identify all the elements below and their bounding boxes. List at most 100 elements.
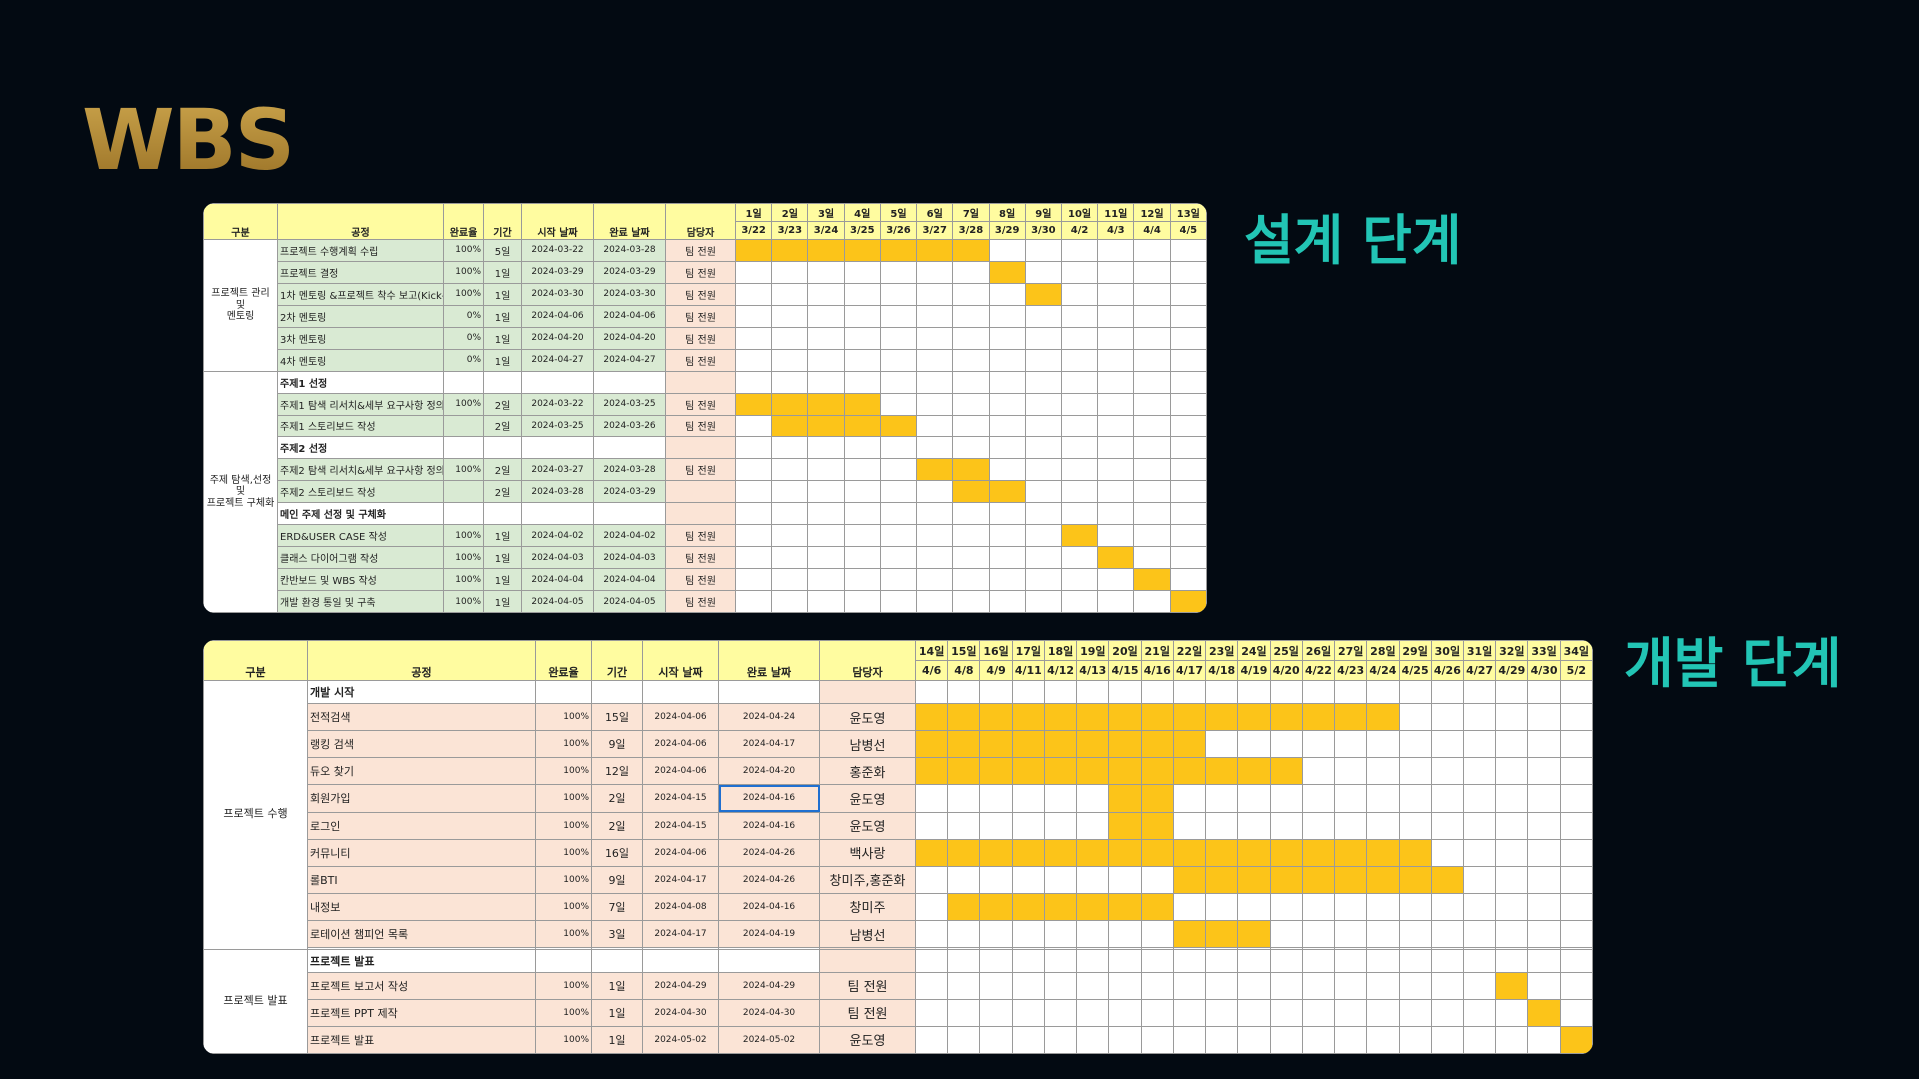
task-cell[interactable]: 로그인 (307, 811, 536, 840)
gantt-bar-cell[interactable] (1043, 838, 1078, 867)
gantt-cell[interactable] (1334, 784, 1368, 813)
gantt-cell[interactable] (1237, 998, 1271, 1027)
gantt-cell[interactable] (1133, 326, 1171, 350)
day-header[interactable]: 5일 (879, 203, 918, 222)
category-cell[interactable]: 프로젝트 발표 (203, 948, 308, 1054)
gantt-cell[interactable] (952, 260, 990, 284)
owner-cell[interactable]: 남병선 (819, 920, 916, 949)
gantt-cell[interactable] (952, 392, 990, 416)
gantt-bar-cell[interactable] (952, 239, 990, 262)
gantt-cell[interactable] (914, 892, 949, 922)
gantt-bar-cell[interactable] (1269, 703, 1303, 732)
owner-cell[interactable] (819, 679, 916, 705)
gantt-bar-cell[interactable] (1237, 920, 1271, 949)
gantt-bar-cell[interactable] (771, 239, 809, 262)
gantt-bar-cell[interactable] (1366, 838, 1400, 867)
gantt-bar-cell[interactable] (1011, 892, 1045, 922)
gantt-cell[interactable] (952, 546, 990, 570)
gantt-bar-cell[interactable] (1269, 757, 1303, 786)
gantt-cell[interactable] (1011, 679, 1045, 705)
gantt-cell[interactable] (1024, 260, 1062, 284)
gantt-cell[interactable] (879, 348, 918, 372)
gantt-cell[interactable] (916, 326, 954, 350)
gantt-bar-cell[interactable] (1076, 730, 1110, 759)
gantt-cell[interactable] (807, 568, 845, 591)
progress-cell[interactable]: 100% (535, 920, 592, 949)
gantt-cell[interactable] (1169, 502, 1207, 526)
gantt-cell[interactable] (734, 260, 773, 284)
gantt-cell[interactable] (1024, 502, 1062, 526)
date-header[interactable]: 4/17 (1172, 660, 1207, 681)
gantt-cell[interactable] (734, 524, 773, 548)
start-date-cell[interactable]: 2024-03-22 (521, 392, 594, 416)
gantt-cell[interactable] (1097, 524, 1135, 548)
task-cell[interactable]: 주제1 선정 (277, 370, 444, 394)
task-cell[interactable]: 내정보 (307, 892, 536, 922)
gantt-cell[interactable] (843, 502, 881, 526)
gantt-cell[interactable] (1527, 757, 1561, 786)
gantt-cell[interactable] (1076, 948, 1110, 973)
duration-cell[interactable]: 1일 (483, 282, 522, 306)
gantt-bar-cell[interactable] (1108, 784, 1142, 813)
duration-cell[interactable]: 2일 (483, 392, 522, 416)
gantt-cell[interactable] (1060, 260, 1099, 284)
gantt-cell[interactable] (1334, 948, 1368, 973)
gantt-cell[interactable] (734, 326, 773, 350)
task-cell[interactable]: 주제1 탐색 리서치&세부 요구사항 정의 (277, 392, 444, 416)
date-header[interactable]: 3/24 (807, 221, 845, 240)
task-cell[interactable]: 전적검색 (307, 703, 536, 732)
gantt-bar-cell[interactable] (1527, 998, 1561, 1027)
gantt-cell[interactable] (807, 590, 845, 613)
gantt-cell[interactable] (1366, 811, 1400, 840)
progress-cell[interactable]: 0% (443, 304, 484, 328)
gantt-cell[interactable] (771, 524, 809, 548)
day-header[interactable]: 28일 (1366, 640, 1400, 661)
gantt-cell[interactable] (1495, 811, 1529, 840)
progress-cell[interactable]: 100% (443, 260, 484, 284)
gantt-cell[interactable] (734, 546, 773, 570)
gantt-cell[interactable] (916, 568, 954, 591)
owner-cell[interactable] (665, 370, 736, 394)
owner-cell[interactable] (819, 948, 916, 973)
gantt-bar-cell[interactable] (1334, 865, 1368, 894)
header-end[interactable]: 완료 날짜 (718, 640, 820, 681)
task-cell[interactable]: 회원가입 (307, 784, 536, 813)
gantt-cell[interactable] (1334, 730, 1368, 759)
gantt-bar-cell[interactable] (914, 757, 949, 786)
task-cell[interactable]: 프로젝트 보고서 작성 (307, 971, 536, 1000)
gantt-cell[interactable] (916, 304, 954, 328)
gantt-cell[interactable] (952, 436, 990, 460)
gantt-cell[interactable] (843, 436, 881, 460)
gantt-cell[interactable] (988, 524, 1026, 548)
duration-cell[interactable]: 1일 (483, 304, 522, 328)
gantt-cell[interactable] (879, 282, 918, 306)
gantt-cell[interactable] (1366, 757, 1400, 786)
gantt-cell[interactable] (843, 546, 881, 570)
gantt-cell[interactable] (1043, 811, 1078, 840)
gantt-cell[interactable] (1462, 920, 1497, 949)
gantt-cell[interactable] (734, 568, 773, 591)
category-cell[interactable]: 프로젝트 관리 및 멘토링 (203, 239, 278, 372)
gantt-bar-cell[interactable] (1301, 865, 1336, 894)
gantt-cell[interactable] (1024, 414, 1062, 438)
date-header[interactable]: 3/27 (916, 221, 954, 240)
gantt-cell[interactable] (1205, 730, 1239, 759)
day-header[interactable]: 9일 (1024, 203, 1062, 222)
gantt-cell[interactable] (879, 370, 918, 394)
day-header[interactable]: 22일 (1172, 640, 1207, 661)
gantt-cell[interactable] (916, 546, 954, 570)
gantt-cell[interactable] (771, 326, 809, 350)
task-cell[interactable]: 듀오 찾기 (307, 757, 536, 786)
end-date-cell[interactable]: 2024-03-29 (593, 480, 666, 504)
gantt-cell[interactable] (1237, 1025, 1271, 1054)
gantt-cell[interactable] (952, 568, 990, 591)
progress-cell[interactable]: 100% (535, 757, 592, 786)
gantt-cell[interactable] (1076, 971, 1110, 1000)
gantt-cell[interactable] (979, 679, 1013, 705)
gantt-cell[interactable] (988, 436, 1026, 460)
gantt-cell[interactable] (1133, 370, 1171, 394)
progress-cell[interactable]: 100% (443, 282, 484, 306)
start-date-cell[interactable]: 2024-05-02 (642, 1025, 719, 1054)
gantt-cell[interactable] (1205, 784, 1239, 813)
gantt-cell[interactable] (843, 282, 881, 306)
